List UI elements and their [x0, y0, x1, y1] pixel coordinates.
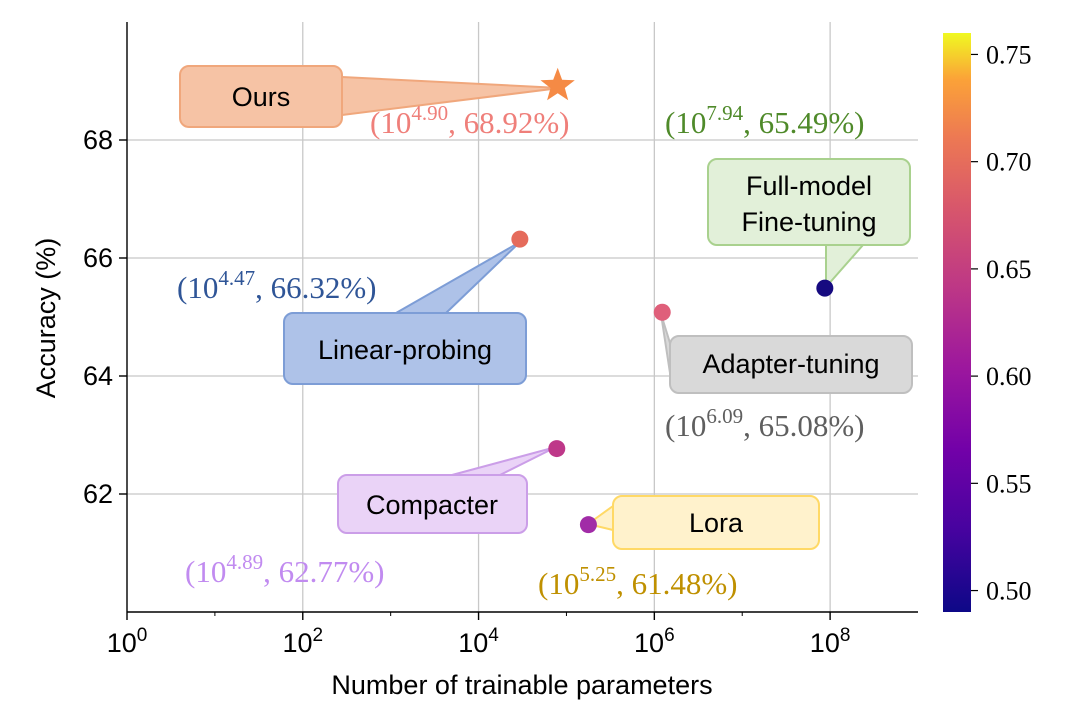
axes	[119, 22, 918, 620]
colorbar-tick-label: 0.75	[986, 40, 1032, 69]
colorbar-tick-label: 0.65	[986, 255, 1032, 284]
marker-linear-probing	[511, 230, 529, 248]
marker-lora	[579, 516, 597, 534]
callout-tail-full-model-fine-tuning	[825, 244, 864, 288]
colorbar: 0.50 0.55 0.60 0.65 0.70 0.75	[943, 33, 1032, 612]
y-tick-label: 64	[83, 361, 113, 391]
callout-label-linear-probing: Linear-probing	[318, 335, 492, 365]
marker-ours	[540, 67, 575, 101]
colorbar-ticks: 0.50 0.55 0.60 0.65 0.70 0.75	[971, 40, 1032, 606]
x-tick-label: 102	[282, 625, 323, 658]
colorbar-tick-label: 0.70	[986, 148, 1032, 177]
x-tick-label: 108	[810, 625, 851, 658]
coord-label-compacter: (104.89, 62.77%)	[185, 550, 384, 589]
y-tick-label: 68	[83, 125, 113, 155]
colorbar-tick-label: 0.50	[986, 577, 1032, 606]
data-markers	[511, 67, 834, 534]
tick-labels: 100 102 104 106 108 62 64 66 68	[83, 125, 850, 658]
callout-box-fill-ours	[182, 68, 340, 125]
callout-label-lora: Lora	[689, 508, 744, 538]
callout-box-fill-lora	[615, 498, 817, 547]
callout-tail-compacter	[451, 446, 557, 476]
coord-label-adapter-tuning: (106.09, 65.08%)	[665, 404, 864, 443]
x-tick-label: 104	[458, 625, 499, 658]
x-axis-label: Number of trainable parameters	[331, 670, 712, 700]
marker-adapter-tuning	[653, 303, 671, 321]
coord-label-lora: (105.25, 61.48%)	[538, 562, 737, 601]
y-tick-label: 62	[83, 479, 113, 509]
colorbar-tick-label: 0.60	[986, 362, 1032, 391]
coord-label-full-model-fine-tuning: (107.94, 65.49%)	[665, 101, 864, 140]
callout-box-fill-full-model-fine-tuning	[710, 161, 908, 243]
callout-box-fill-adapter-tuning	[672, 338, 910, 391]
callout-tail-linear-probing	[395, 241, 521, 314]
marker-full-model-fine-tuning	[816, 279, 834, 297]
colorbar-gradient	[943, 33, 971, 612]
callout-tail-adapter-tuning	[660, 313, 671, 374]
callout-label-full-model-fine-tuning: Full-model	[746, 171, 872, 201]
x-tick-label: 100	[107, 625, 148, 658]
callout-boxes: Ours Linear-probing Full-model Fine-tuning A…	[179, 65, 913, 550]
callout-box-fill-linear-probing	[286, 315, 524, 382]
callout-label-ours: Ours	[232, 82, 291, 112]
marker-compacter	[548, 440, 566, 458]
coord-label-ours: (104.90, 68.92%)	[370, 101, 569, 140]
colorbar-tick-label: 0.55	[986, 469, 1032, 498]
callout-label-full-model-fine-tuning: Fine-tuning	[741, 207, 876, 237]
callout-label-compacter: Compacter	[366, 490, 498, 520]
y-axis-label: Accuracy (%)	[31, 238, 61, 399]
x-tick-label: 106	[634, 625, 675, 658]
coordinate-labels: (104.90, 68.92%) (104.47, 66.32%) (107.94,…	[177, 101, 864, 601]
y-tick-label: 66	[83, 243, 113, 273]
coord-label-linear-probing: (104.47, 66.32%)	[177, 266, 376, 305]
callout-label-adapter-tuning: Adapter-tuning	[702, 349, 879, 379]
callout-box-fill-compacter	[340, 477, 525, 531]
